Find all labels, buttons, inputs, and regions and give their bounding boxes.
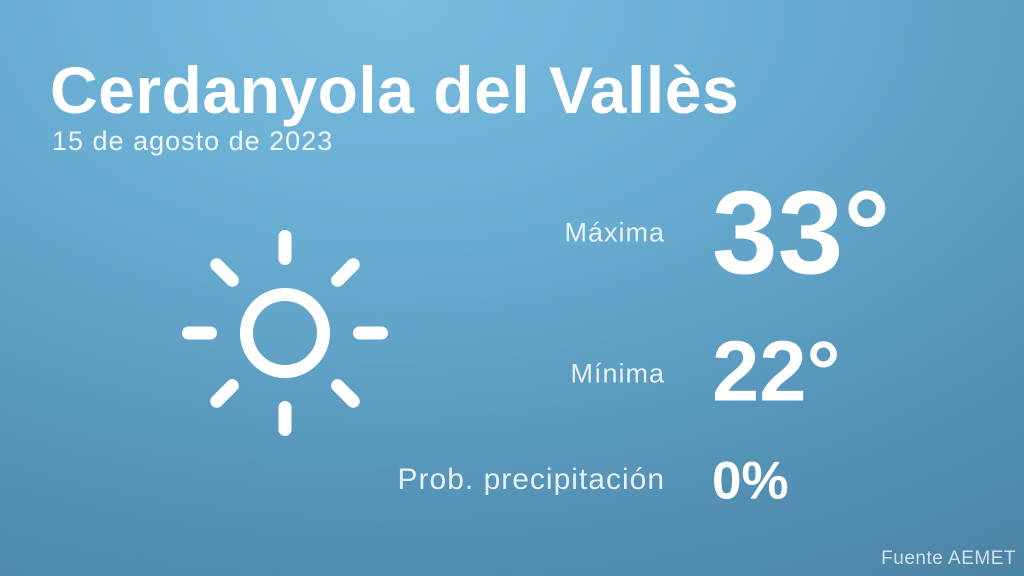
max-temp-value: 33° — [712, 167, 891, 299]
forecast-date: 15 de agosto de 2023 — [52, 126, 334, 156]
precipitation-label: Prob. precipitación — [397, 463, 665, 496]
source-credit: Fuente AEMET — [881, 548, 1016, 569]
max-temp-label: Máxima — [564, 217, 665, 248]
min-temp-label: Mínima — [570, 358, 665, 389]
sun-icon — [175, 223, 395, 443]
min-temp-value: 22° — [712, 324, 841, 420]
page-title: Cerdanyola del Vallès — [50, 53, 740, 127]
precipitation-value: 0% — [712, 451, 789, 511]
